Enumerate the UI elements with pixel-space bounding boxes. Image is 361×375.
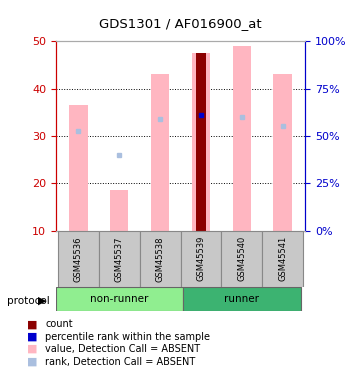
Text: value, Detection Call = ABSENT: value, Detection Call = ABSENT <box>45 344 200 354</box>
Text: ▶: ▶ <box>38 296 47 306</box>
Text: count: count <box>45 320 73 329</box>
Text: ■: ■ <box>27 320 38 329</box>
Text: ■: ■ <box>27 344 38 354</box>
Text: percentile rank within the sample: percentile rank within the sample <box>45 332 210 342</box>
Text: GSM45540: GSM45540 <box>237 236 246 281</box>
Bar <box>110 190 129 231</box>
Text: GSM45539: GSM45539 <box>196 236 205 281</box>
Text: GDS1301 / AF016900_at: GDS1301 / AF016900_at <box>99 17 262 30</box>
Text: ■: ■ <box>27 332 38 342</box>
Text: runner: runner <box>224 294 259 304</box>
Bar <box>196 53 206 231</box>
Bar <box>232 46 251 231</box>
Text: protocol: protocol <box>7 296 50 306</box>
Text: GSM45537: GSM45537 <box>115 236 124 282</box>
Bar <box>273 74 292 231</box>
Bar <box>58 231 99 287</box>
Bar <box>262 231 303 287</box>
Bar <box>221 231 262 287</box>
Text: GSM45541: GSM45541 <box>278 236 287 281</box>
Text: GSM45536: GSM45536 <box>74 236 83 282</box>
Text: rank, Detection Call = ABSENT: rank, Detection Call = ABSENT <box>45 357 195 366</box>
Bar <box>180 231 221 287</box>
Bar <box>151 74 169 231</box>
Bar <box>69 105 88 231</box>
Bar <box>192 53 210 231</box>
Text: ■: ■ <box>27 357 38 366</box>
Bar <box>183 287 301 311</box>
Bar <box>56 287 183 311</box>
Text: GSM45538: GSM45538 <box>156 236 165 282</box>
Bar <box>140 231 180 287</box>
Text: non-runner: non-runner <box>90 294 148 304</box>
Bar <box>99 231 140 287</box>
